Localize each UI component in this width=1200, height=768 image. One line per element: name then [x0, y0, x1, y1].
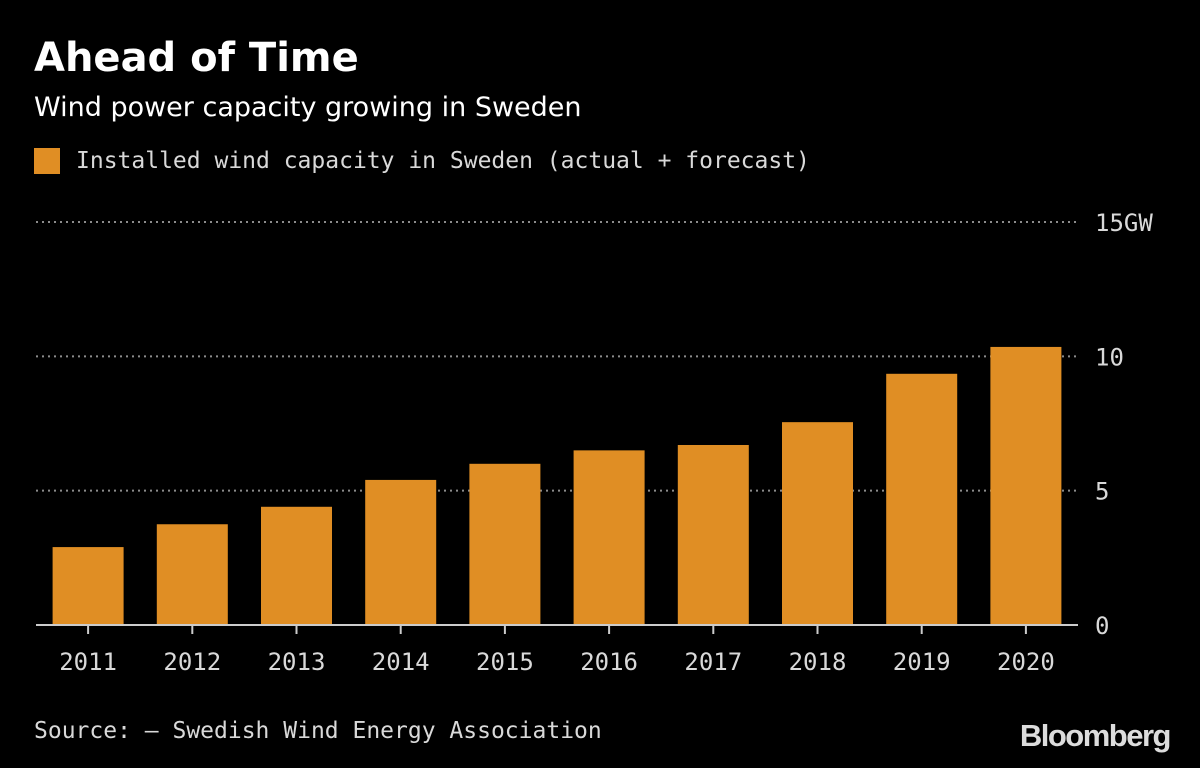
bar — [52, 547, 124, 625]
source-note: Source: – Swedish Wind Energy Associatio… — [34, 718, 602, 744]
legend-label: Installed wind capacity in Sweden (actua… — [76, 148, 810, 174]
bar — [469, 463, 541, 625]
bar — [261, 506, 332, 625]
bloomberg-logo: Bloomberg — [1019, 718, 1172, 753]
bar — [573, 450, 645, 625]
x-tick-label: 2014 — [372, 648, 430, 676]
bar — [365, 479, 437, 625]
chart-subtitle: Wind power capacity growing in Sweden — [34, 92, 582, 123]
x-tick-label: 2016 — [580, 648, 638, 676]
x-tick-label: 2011 — [59, 648, 117, 676]
axes: 0 5 10 15GW 2011 2012 2013 2014 2015 2016 2017 2018… — [36, 209, 1153, 676]
bars — [52, 346, 1062, 625]
y-tick-label: 15GW — [1095, 209, 1153, 237]
chart-title: Ahead of Time — [34, 35, 359, 81]
x-tick-label: 2019 — [893, 648, 951, 676]
y-tick-label: 10 — [1095, 343, 1124, 371]
bar — [677, 444, 749, 625]
y-tick-label: 0 — [1095, 612, 1109, 640]
x-tick-label: 2018 — [789, 648, 847, 676]
x-tick-label: 2020 — [997, 648, 1055, 676]
legend: Installed wind capacity in Sweden (actua… — [34, 144, 810, 178]
bar — [782, 422, 853, 625]
bar — [886, 373, 958, 625]
bar — [156, 524, 228, 625]
x-tick-label: 2017 — [684, 648, 742, 676]
bar — [990, 346, 1062, 625]
x-tick-label: 2015 — [476, 648, 534, 676]
y-tick-label: 5 — [1095, 478, 1109, 506]
x-tick-label: 2012 — [163, 648, 221, 676]
legend-swatch — [34, 148, 60, 174]
x-tick-label: 2013 — [268, 648, 326, 676]
